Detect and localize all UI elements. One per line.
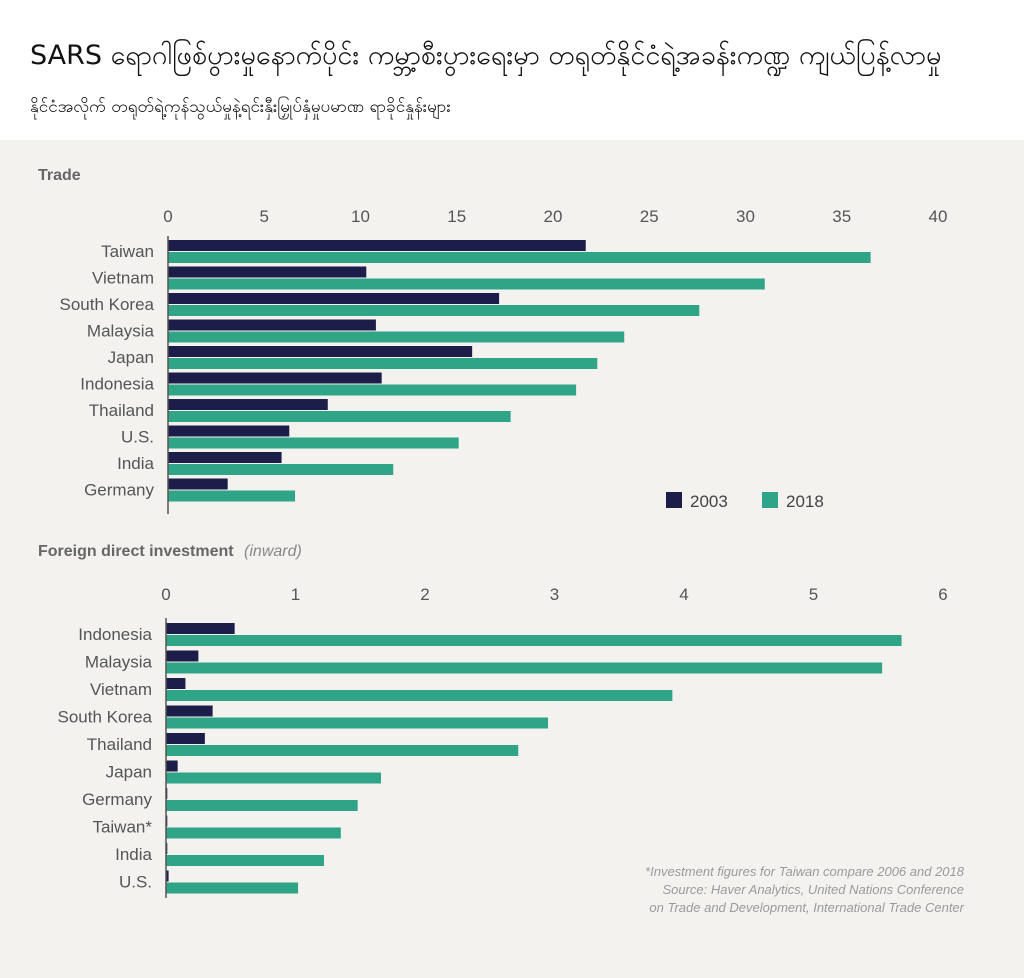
bar-germany-2003	[168, 478, 228, 490]
category-label-germany: Germany	[82, 790, 152, 809]
bar-malaysia-2018	[168, 331, 625, 343]
bar-thailand-2018	[166, 745, 519, 756]
footnote-taiwan: *Investment figures for Taiwan compare 2…	[645, 864, 965, 879]
fdi-tick-label: 3	[550, 585, 559, 604]
page-subtitle: နိုင်ငံအလိုက် တရုတ်ရဲ့ကုန်သွယ်မှုနဲ့ရင်း…	[30, 97, 451, 117]
fdi-category-labels: Indonesia Malaysia Vietnam South Korea Thail…	[57, 625, 152, 892]
trade-tick-label: 30	[736, 207, 755, 226]
fdi-title-main: Foreign direct investment	[38, 543, 234, 560]
bar-malaysia-2003	[168, 319, 376, 331]
bar-south-korea-2018	[168, 305, 700, 316]
trade-tick-label: 0	[163, 207, 172, 226]
trade-category-labels: Taiwan Vietnam South Korea Malaysia Japan Ind…	[59, 242, 154, 500]
bar-south-korea-2003	[168, 293, 500, 304]
category-label-malaysia: Malaysia	[85, 653, 153, 672]
bar-malaysia-2003	[166, 650, 199, 662]
bar-south-korea-2003	[166, 705, 213, 717]
bar-japan-2003	[168, 346, 473, 357]
category-label-thailand: Thailand	[89, 401, 154, 420]
bar-germany-2018	[166, 800, 358, 811]
fdi-bars	[166, 623, 902, 894]
category-label-taiwan: Taiwan	[101, 242, 154, 261]
trade-tick-label: 35	[832, 207, 851, 226]
bar-vietnam-2018	[168, 278, 765, 290]
category-label-vietnam: Vietnam	[92, 269, 154, 288]
fdi-axis-ticks: 0 1 2 3 4 5 6	[161, 585, 947, 604]
category-label-india: India	[117, 454, 154, 473]
legend-swatch-2018	[762, 492, 778, 508]
bar-taiwan-2003	[168, 240, 586, 251]
fdi-tick-label: 1	[291, 585, 300, 604]
bar-taiwan-2018	[166, 827, 341, 839]
category-label-indonesia: Indonesia	[80, 375, 154, 394]
bar-indonesia-2003	[166, 623, 235, 634]
bar-u-s-2003	[166, 870, 169, 882]
trade-tick-label: 10	[351, 207, 370, 226]
category-label-malaysia: Malaysia	[87, 322, 155, 341]
bar-india-2018	[168, 464, 394, 475]
bar-germany-2018	[168, 490, 296, 502]
bar-u-s-2003	[168, 425, 290, 437]
bar-india-2003	[168, 452, 282, 463]
bar-vietnam-2003	[168, 266, 367, 278]
bar-japan-2003	[166, 760, 178, 772]
bar-thailand-2003	[168, 399, 328, 410]
category-label-india: India	[115, 845, 152, 864]
category-label-taiwan: Taiwan*	[92, 818, 152, 837]
bar-taiwan-2018	[168, 252, 871, 263]
bar-indonesia-2003	[168, 372, 382, 384]
fdi-tick-label: 2	[420, 585, 429, 604]
category-label-south-korea: South Korea	[57, 708, 152, 727]
category-label-indonesia: Indonesia	[78, 625, 152, 644]
trade-chart-title: Trade	[38, 167, 81, 184]
fdi-tick-label: 4	[679, 585, 688, 604]
fdi-tick-label: 6	[938, 585, 947, 604]
trade-tick-label: 15	[447, 207, 466, 226]
trade-tick-label: 25	[640, 207, 659, 226]
trade-bars	[168, 240, 871, 502]
bar-japan-2018	[168, 358, 598, 369]
fdi-title-sub: (inward)	[244, 543, 302, 560]
bar-indonesia-2018	[168, 384, 577, 396]
fdi-tick-label: 5	[809, 585, 818, 604]
bar-thailand-2003	[166, 733, 205, 744]
bar-vietnam-2003	[166, 678, 186, 689]
page-title: SARS ရောဂါဖြစ်ပွားမှုနောက်ပိုင်း ကမ္ဘာ့စ…	[30, 40, 942, 71]
bar-u-s-2018	[166, 882, 299, 894]
bar-malaysia-2018	[166, 662, 883, 674]
bar-u-s-2018	[168, 437, 459, 449]
trade-axis-ticks: 0 5 10 15 20 25 30 35 40	[163, 207, 947, 226]
bar-japan-2018	[166, 772, 381, 784]
category-label-germany: Germany	[84, 481, 154, 500]
category-label-south-korea: South Korea	[59, 295, 154, 314]
bar-indonesia-2018	[166, 635, 902, 646]
bar-india-2018	[166, 855, 324, 866]
fdi-tick-label: 0	[161, 585, 170, 604]
bar-south-korea-2018	[166, 717, 549, 729]
legend-swatch-2003	[666, 492, 682, 508]
bar-thailand-2018	[168, 411, 511, 422]
legend-label-2018: 2018	[786, 492, 824, 511]
legend-label-2003: 2003	[690, 492, 728, 511]
trade-tick-label: 20	[544, 207, 563, 226]
category-label-vietnam: Vietnam	[90, 680, 152, 699]
source-line-1: Source: Haver Analytics, United Nations …	[662, 882, 964, 897]
fdi-chart-title: Foreign direct investment (inward)	[38, 543, 302, 560]
category-label-u-s: U.S.	[121, 428, 154, 447]
trade-tick-label: 5	[260, 207, 269, 226]
bar-vietnam-2018	[166, 690, 673, 701]
category-label-u-s: U.S.	[119, 873, 152, 892]
category-label-thailand: Thailand	[87, 735, 152, 754]
category-label-japan: Japan	[106, 763, 152, 782]
category-label-japan: Japan	[108, 348, 154, 367]
legend: 2003 2018	[666, 492, 824, 511]
source-line-2: on Trade and Development, International …	[649, 900, 964, 915]
trade-tick-label: 40	[929, 207, 948, 226]
